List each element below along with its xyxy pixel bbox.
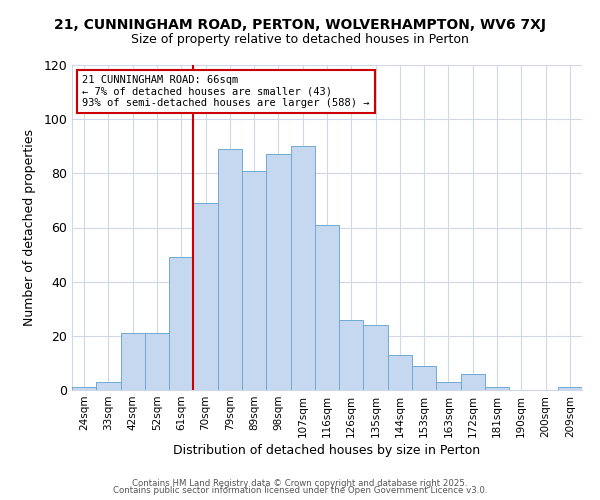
Bar <box>266 154 290 390</box>
Bar <box>412 366 436 390</box>
Bar <box>436 382 461 390</box>
Bar <box>72 388 96 390</box>
Bar <box>145 333 169 390</box>
Text: Contains public sector information licensed under the Open Government Licence v3: Contains public sector information licen… <box>113 486 487 495</box>
Bar <box>169 258 193 390</box>
Bar <box>290 146 315 390</box>
X-axis label: Distribution of detached houses by size in Perton: Distribution of detached houses by size … <box>173 444 481 457</box>
Bar <box>121 333 145 390</box>
Bar <box>242 170 266 390</box>
Bar <box>461 374 485 390</box>
Y-axis label: Number of detached properties: Number of detached properties <box>23 129 37 326</box>
Text: Contains HM Land Registry data © Crown copyright and database right 2025.: Contains HM Land Registry data © Crown c… <box>132 478 468 488</box>
Bar <box>388 355 412 390</box>
Text: 21, CUNNINGHAM ROAD, PERTON, WOLVERHAMPTON, WV6 7XJ: 21, CUNNINGHAM ROAD, PERTON, WOLVERHAMPT… <box>54 18 546 32</box>
Bar <box>218 149 242 390</box>
Bar <box>96 382 121 390</box>
Bar <box>193 203 218 390</box>
Bar <box>485 388 509 390</box>
Bar <box>364 325 388 390</box>
Text: Size of property relative to detached houses in Perton: Size of property relative to detached ho… <box>131 32 469 46</box>
Bar <box>558 388 582 390</box>
Bar <box>339 320 364 390</box>
Text: 21 CUNNINGHAM ROAD: 66sqm
← 7% of detached houses are smaller (43)
93% of semi-d: 21 CUNNINGHAM ROAD: 66sqm ← 7% of detach… <box>82 74 370 108</box>
Bar <box>315 225 339 390</box>
